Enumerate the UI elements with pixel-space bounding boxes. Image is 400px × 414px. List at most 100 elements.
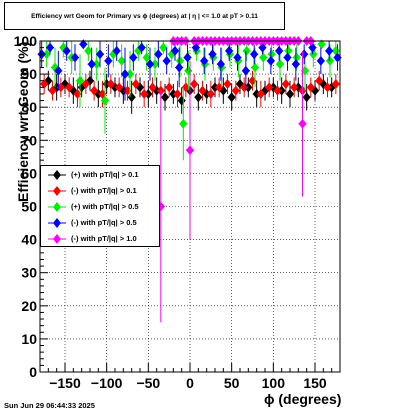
data-point — [276, 59, 284, 70]
data-point — [81, 79, 90, 90]
x-tick-label: 150 — [303, 375, 327, 391]
data-point — [241, 65, 250, 76]
data-point — [242, 45, 251, 56]
data-point — [256, 88, 265, 99]
data-point — [331, 79, 340, 90]
y-tick-label: 40 — [21, 232, 37, 248]
axes: 0 10 20 30 40 50 60 70 80 90 100 −150 −100 −50 0 50 100 1… — [14, 33, 341, 391]
x-tick-label: −100 — [91, 375, 123, 391]
y-tick-label: 70 — [21, 132, 37, 148]
x-tick-label: 100 — [262, 375, 286, 391]
data-point — [159, 42, 168, 53]
y-tick-label: 50 — [21, 199, 37, 215]
legend-label: (-) with pT/|q| > 0.1 — [71, 186, 137, 195]
data-point — [87, 59, 96, 70]
legend-label: (-) with pT/|q| > 1.0 — [71, 234, 137, 243]
data-points — [37, 36, 342, 323]
data-point — [76, 75, 84, 86]
data-point — [42, 49, 51, 60]
x-tick-label: −50 — [136, 375, 160, 391]
legend-label: (-) with pT/|q| > 0.5 — [71, 218, 137, 227]
data-point — [216, 59, 225, 70]
datestamp: Sun Jun 29 06:44:33 2025 — [4, 401, 95, 410]
data-point — [137, 42, 146, 53]
x-tick-label: 50 — [224, 375, 240, 391]
legend: (+) with pT/|q| > 0.1 (-) with pT/|q| > … — [40, 165, 160, 247]
data-point — [281, 79, 290, 90]
y-axis-title: Efficiency wrt Geom (%) — [15, 41, 31, 202]
data-point — [96, 49, 104, 60]
data-point — [131, 79, 140, 90]
data-point — [101, 95, 109, 106]
data-point — [90, 85, 99, 96]
data-point — [46, 42, 54, 53]
data-point — [154, 49, 163, 60]
data-point — [292, 52, 301, 63]
x-tick-label: −150 — [49, 375, 81, 391]
data-point — [62, 45, 71, 56]
data-point — [65, 82, 74, 93]
data-point — [79, 39, 88, 50]
data-point — [194, 92, 203, 103]
data-point — [126, 69, 134, 80]
legend-marker-magenta — [48, 234, 66, 244]
data-point — [179, 118, 188, 129]
y-tick-label: 90 — [21, 66, 37, 82]
data-point — [206, 88, 215, 99]
data-point — [198, 85, 207, 96]
data-point — [284, 45, 293, 56]
legend-item: (-) with pT/|q| > 0.1 — [41, 183, 159, 199]
x-tick-label: 0 — [186, 375, 194, 391]
data-point — [175, 62, 184, 73]
data-point — [40, 79, 49, 90]
data-point — [233, 52, 242, 63]
data-point — [112, 45, 121, 56]
data-point — [59, 42, 68, 53]
data-point — [252, 88, 261, 99]
data-point — [115, 82, 124, 93]
data-point — [84, 45, 93, 56]
legend-marker-red — [48, 186, 66, 196]
data-point — [148, 82, 157, 93]
data-point — [162, 55, 171, 66]
data-point — [275, 45, 284, 56]
data-point — [223, 79, 232, 90]
chart-title-text: Efficiency wrt Geom for Primary vs ϕ (de… — [31, 12, 258, 20]
data-point — [298, 118, 307, 129]
legend-marker-blue — [48, 218, 66, 228]
data-point — [283, 52, 292, 63]
y-tick-label: 0 — [29, 364, 37, 380]
data-point — [129, 52, 138, 63]
data-point — [259, 52, 268, 63]
y-tick-label: 60 — [21, 165, 37, 181]
y-tick-label: 20 — [21, 298, 37, 314]
data-point — [265, 82, 274, 93]
data-point — [146, 59, 154, 70]
data-point — [309, 49, 318, 60]
data-point — [200, 55, 209, 66]
legend-item: (+) with pT/|q| > 0.1 — [41, 167, 159, 183]
data-point — [48, 85, 57, 96]
data-point — [225, 45, 234, 56]
y-tick-label: 10 — [21, 331, 37, 347]
legend-label: (+) with pT/|q| > 0.1 — [71, 170, 139, 179]
y-tick-label: 30 — [21, 265, 37, 281]
legend-marker-black — [48, 170, 66, 180]
data-point — [317, 39, 326, 50]
data-point — [316, 55, 325, 66]
data-point — [151, 59, 159, 70]
data-point — [92, 59, 101, 70]
data-point — [171, 45, 179, 56]
data-point — [326, 55, 334, 66]
legend-item: (-) with pT/|q| > 1.0 — [41, 231, 159, 247]
data-point — [231, 85, 240, 96]
data-point — [251, 62, 259, 73]
data-point — [291, 59, 300, 70]
data-point — [106, 79, 115, 90]
data-point — [315, 75, 324, 86]
data-point — [208, 49, 217, 60]
data-point — [117, 55, 126, 66]
data-point — [302, 92, 311, 103]
legend-item: (-) with pT/|q| > 0.5 — [41, 215, 159, 231]
